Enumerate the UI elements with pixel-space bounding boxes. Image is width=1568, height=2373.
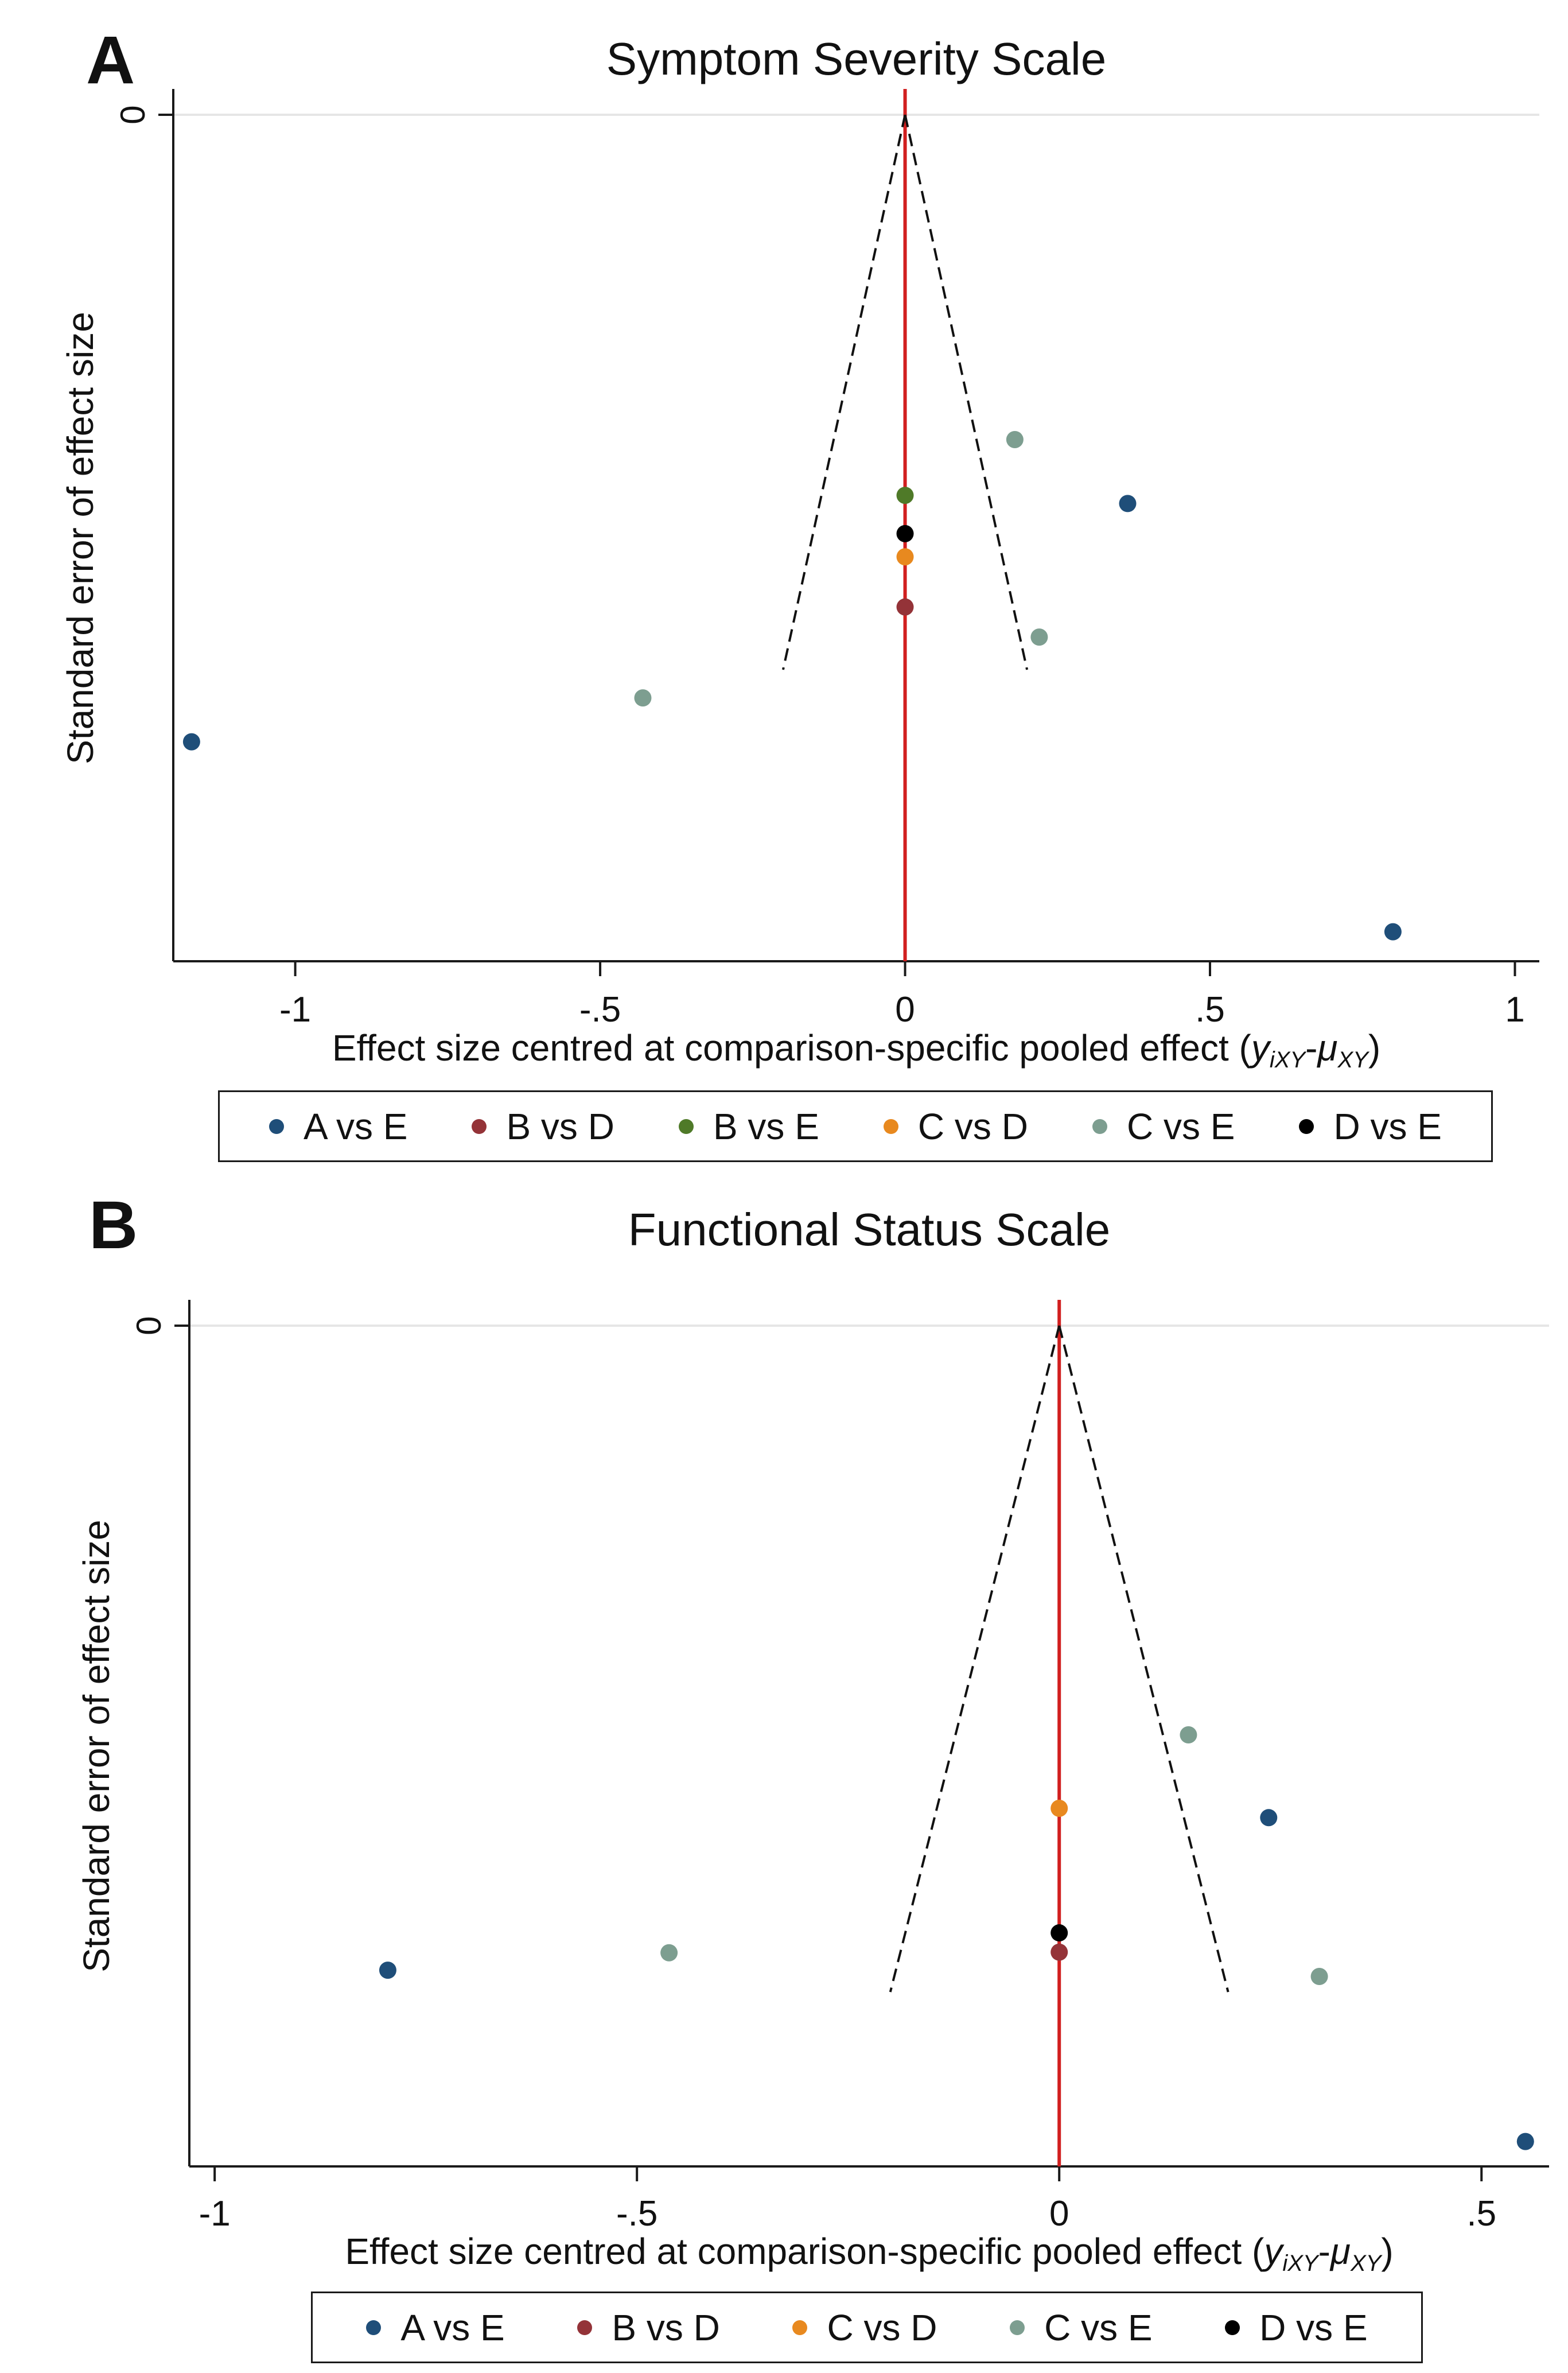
chart-title-b: Functional Status Scale [628,1204,1110,1255]
point-a-vs-e-a [1119,495,1137,512]
x-axis-title-close: ) [1368,1027,1380,1069]
legend-b: A vs E B vs D C vs D C vs E D vs E [311,2292,1423,2363]
legend-marker [1299,1118,1314,1134]
legend-label: B vs D [612,2306,720,2348]
point-c-vs-e-b [1180,1726,1197,1743]
x-axis-title-text: Effect size centred at comparison-specif… [332,1027,1251,1069]
point-c-vs-e-a [1006,430,1024,448]
legend-label: B vs E [713,1105,819,1147]
panel-label-b: B [89,1187,138,1263]
point-c-vs-e-a [1030,628,1048,646]
x-axis-title-close: ) [1381,2231,1393,2272]
panel-b: B Functional Status Scale 0 -1 -.5 0 .5 Standar… [0,1185,1568,2373]
point-a-vs-e-a [182,733,200,751]
point-d-vs-e-b [1050,1924,1068,1942]
legend-label: C vs D [827,2306,937,2348]
x-axis-title-dash: - [1318,2231,1330,2272]
legend-marker [1225,2320,1240,2335]
legend-label: A vs E [400,2306,505,2348]
x-tick-label-b: -.5 [616,2194,657,2234]
legend-label: D vs E [1333,1105,1442,1147]
point-c-vs-d-b [1050,1800,1068,1817]
y-axis-title-a: Standard error of effect size [60,312,101,764]
legend-marker [1092,1118,1107,1134]
y-axis-title-b: Standard error of effect size [76,1520,117,1972]
funnel-right-line-a [904,114,1029,670]
x-axis-title-b: Effect size centred at comparison-specif… [345,2231,1393,2276]
x-tick-label-a: .5 [1195,990,1225,1030]
point-a-vs-e-a [1384,923,1402,941]
x-axis-title-musub: XY [1337,1047,1370,1073]
point-d-vs-e-a [896,525,914,542]
x-axis-title-ysub: iXY [1270,1047,1308,1073]
legend-a: A vs E B vs D B vs E C vs D C vs E D vs E [218,1090,1493,1162]
x-axis-title-musub: XY [1350,2251,1383,2276]
legend-label: D vs E [1259,2306,1368,2348]
funnel-left-line-b [889,1325,1061,1993]
x-axis-title-ysub: iXY [1282,2251,1320,2276]
legend-label: B vs D [506,1105,614,1147]
point-a-vs-e-b [1260,1809,1278,1827]
x-axis-title-a: Effect size centred at comparison-specif… [332,1027,1380,1073]
legend-item-b-vs-d: B vs D [472,1105,614,1148]
funnel-right-line-b [1058,1325,1230,1993]
legend-label: C vs D [917,1105,1028,1147]
legend-item-c-vs-d: C vs D [883,1105,1028,1148]
legend-marker [472,1118,487,1134]
legend-label: A vs E [304,1105,408,1147]
legend-item-a-vs-e: A vs E [366,2306,505,2349]
x-axis-title-y: y [1262,2231,1285,2272]
legend-item-c-vs-d: C vs D [792,2306,937,2349]
legend-item-d-vs-e: D vs E [1225,2306,1368,2349]
funnel-plot-a: A Symptom Severity Scale 0 -1 -.5 0 .5 1 Standar… [60,22,1539,1073]
x-axis-title-mu: μ [1329,2231,1351,2272]
point-c-vs-e-a [634,689,652,707]
x-tick-label-a: 0 [895,990,915,1030]
point-b-vs-d-b [1050,1943,1068,1961]
point-c-vs-e-b [660,1944,678,1962]
legend-item-b-vs-e: B vs E [678,1105,819,1148]
point-b-vs-d-a [896,598,914,616]
funnel-left-line-a [781,114,906,670]
funnel-plot-b: B Functional Status Scale 0 -1 -.5 0 .5 Standar… [76,1187,1549,2276]
x-tick-label-a: -.5 [579,990,621,1030]
point-c-vs-e-b [1310,1968,1328,1986]
legend-label: C vs E [1126,1105,1235,1147]
x-axis-title-y: y [1249,1027,1272,1069]
point-a-vs-e-b [1516,2133,1534,2150]
point-b-vs-e-a [896,487,914,504]
chart-title-a: Symptom Severity Scale [606,33,1106,84]
panel-label-a: A [86,22,135,98]
legend-marker [1010,2320,1025,2335]
panel-a: A Symptom Severity Scale 0 -1 -.5 0 .5 1 Standar… [0,0,1568,1176]
legend-marker [678,1118,694,1134]
legend-item-a-vs-e: A vs E [269,1105,407,1148]
x-axis-title-mu: μ [1316,1027,1337,1069]
point-c-vs-d-a [896,548,914,566]
x-axis-title-text: Effect size centred at comparison-specif… [345,2231,1264,2272]
legend-item-c-vs-e: C vs E [1010,2306,1153,2349]
legend-label: C vs E [1044,2306,1153,2348]
x-tick-label-b: -1 [199,2194,231,2234]
x-tick-label-a: -1 [279,990,311,1030]
x-tick-label-b: 0 [1049,2194,1069,2234]
legend-item-d-vs-e: D vs E [1299,1105,1442,1148]
y-tick-label-a: 0 [114,105,152,124]
legend-marker [883,1118,898,1134]
legend-item-c-vs-e: C vs E [1092,1105,1235,1148]
point-a-vs-e-b [379,1962,396,1979]
x-tick-label-b: .5 [1466,2194,1496,2234]
x-axis-title-dash: - [1305,1027,1317,1069]
legend-marker [792,2320,808,2335]
legend-marker [577,2320,593,2335]
y-tick-label-b: 0 [130,1316,168,1335]
x-tick-label-a: 1 [1505,990,1524,1030]
legend-marker [366,2320,382,2335]
legend-item-b-vs-d: B vs D [577,2306,720,2349]
legend-marker [269,1118,285,1134]
